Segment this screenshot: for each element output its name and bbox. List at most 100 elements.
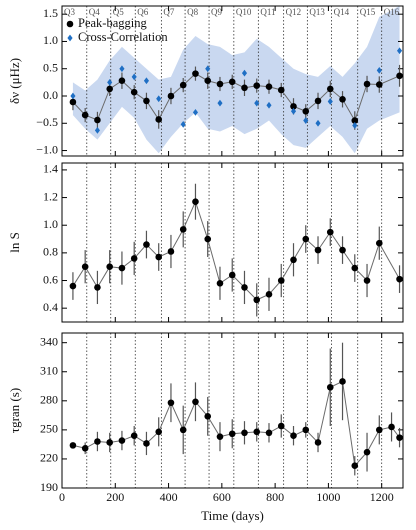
data-point bbox=[130, 255, 138, 262]
data-point bbox=[339, 246, 346, 254]
y-tick-label: 1.4 bbox=[43, 162, 58, 176]
x-tick-label: 1200 bbox=[370, 490, 394, 504]
data-point bbox=[388, 423, 395, 431]
quarter-label: Q12 bbox=[286, 7, 302, 17]
data-point bbox=[253, 82, 261, 89]
legend-label: Peak-bagging bbox=[78, 16, 147, 30]
y-tick-label: 1.2 bbox=[43, 189, 58, 203]
data-point bbox=[69, 442, 77, 449]
data-point bbox=[277, 277, 285, 284]
y-tick-label: −1.0 bbox=[36, 142, 58, 156]
data-point bbox=[314, 97, 322, 105]
data-point bbox=[167, 92, 175, 100]
data-point bbox=[81, 111, 89, 119]
data-point bbox=[396, 434, 403, 441]
data-point bbox=[155, 253, 163, 261]
data-point bbox=[303, 117, 309, 124]
y-axis-label: δν (μHz) bbox=[7, 58, 22, 104]
data-point bbox=[363, 80, 371, 88]
data-point bbox=[265, 83, 273, 91]
quarter-label: Q9 bbox=[211, 7, 222, 17]
data-point bbox=[106, 439, 113, 446]
data-point bbox=[156, 95, 162, 103]
data-point bbox=[290, 107, 297, 115]
data-point bbox=[228, 430, 236, 438]
data-point bbox=[155, 116, 163, 123]
data-point bbox=[69, 282, 77, 290]
y-tick-label: 190 bbox=[40, 480, 58, 494]
quarter-label: Q7 bbox=[163, 7, 174, 17]
data-point bbox=[81, 263, 89, 270]
data-point bbox=[375, 81, 383, 88]
data-point bbox=[167, 248, 175, 255]
data-point bbox=[205, 65, 211, 73]
data-point bbox=[302, 107, 310, 115]
y-tick-label: 0.6 bbox=[43, 272, 58, 286]
data-point bbox=[69, 98, 77, 106]
data-point bbox=[277, 422, 285, 430]
data-point bbox=[396, 47, 403, 55]
data-point bbox=[94, 116, 101, 124]
data-point bbox=[315, 119, 321, 127]
data-point bbox=[228, 271, 236, 279]
data-point bbox=[130, 432, 138, 439]
data-point bbox=[204, 235, 212, 243]
data-point bbox=[179, 81, 187, 89]
data-point bbox=[375, 239, 383, 247]
legend-marker bbox=[66, 20, 74, 28]
x-tick-label: 600 bbox=[213, 490, 231, 504]
quarter-label: Q11 bbox=[260, 7, 275, 17]
data-point bbox=[351, 462, 359, 470]
data-point bbox=[376, 66, 382, 74]
x-tick-label: 0 bbox=[59, 490, 65, 504]
quarter-label: Q5 bbox=[113, 7, 124, 17]
data-point bbox=[216, 279, 224, 287]
series-line bbox=[72, 200, 400, 301]
data-point bbox=[192, 108, 199, 116]
data-point bbox=[118, 437, 126, 444]
quarter-label: Q6 bbox=[137, 7, 148, 17]
y-tick-label: 1.0 bbox=[43, 217, 58, 231]
plot-frame bbox=[61, 5, 404, 157]
y-tick-label: 1.0 bbox=[43, 33, 58, 47]
data-point bbox=[94, 284, 101, 291]
quarter-label: Q4 bbox=[89, 7, 100, 17]
y-tick-label: 0.8 bbox=[43, 245, 58, 259]
y-tick-label: 0.4 bbox=[43, 300, 58, 314]
y-tick-label: 220 bbox=[40, 451, 58, 465]
data-point bbox=[265, 291, 273, 298]
data-point bbox=[326, 85, 334, 93]
data-point bbox=[241, 84, 248, 92]
data-point bbox=[352, 122, 358, 129]
data-point bbox=[143, 440, 150, 447]
data-point bbox=[131, 73, 137, 81]
y-tick-label: 1.5 bbox=[43, 6, 58, 20]
data-point bbox=[277, 86, 285, 94]
data-point bbox=[327, 98, 333, 105]
data-point bbox=[216, 433, 224, 440]
data-point bbox=[326, 383, 334, 391]
data-point bbox=[302, 235, 310, 243]
data-point bbox=[265, 429, 273, 437]
y-tick-label: 340 bbox=[40, 334, 58, 348]
x-axis-label: Time (days) bbox=[201, 508, 264, 523]
data-point bbox=[363, 277, 371, 284]
data-point bbox=[106, 263, 113, 270]
data-point bbox=[118, 264, 126, 272]
data-point bbox=[363, 448, 371, 456]
quarter-label: Q3 bbox=[64, 7, 75, 17]
data-point bbox=[302, 426, 310, 434]
quarter-label: Q13 bbox=[309, 7, 325, 17]
data-point bbox=[81, 444, 89, 452]
data-point bbox=[179, 426, 187, 434]
data-point bbox=[375, 426, 383, 434]
data-point bbox=[217, 99, 223, 107]
data-point bbox=[130, 88, 138, 96]
data-point bbox=[167, 399, 175, 407]
quarter-label: Q10 bbox=[236, 7, 252, 17]
data-point bbox=[253, 296, 261, 304]
x-tick-label: 200 bbox=[106, 490, 124, 504]
data-point bbox=[143, 97, 150, 105]
quarter-label: Q15 bbox=[360, 7, 376, 17]
data-point bbox=[119, 65, 125, 73]
